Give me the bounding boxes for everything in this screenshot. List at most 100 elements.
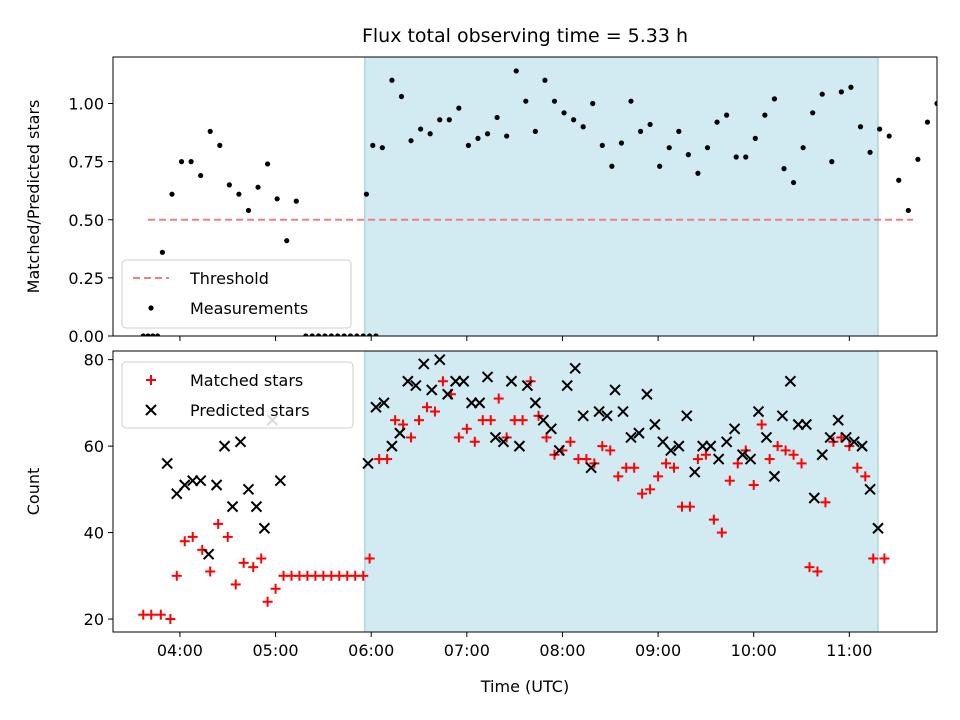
matched-star-point [469,436,480,447]
measurement-point [513,68,519,74]
matched-star-point [146,609,157,620]
matched-star-point [364,553,375,564]
measurement-point [293,198,299,204]
predicted-star-point [720,436,733,448]
measurement-point [236,191,242,197]
matched-star-point [230,579,241,590]
matched-star-point [256,553,267,564]
matched-star-point [879,553,890,564]
matched-star-point [756,419,767,430]
matched-star-point [541,432,552,443]
matched-star-point [155,609,166,620]
measurement-point [781,166,787,172]
x-axis-label: Time (UTC) [480,677,569,696]
matched-star-point [213,518,224,529]
predicted-star-point [179,479,191,491]
predicted-star-point [210,479,223,491]
measurement-point [494,114,500,121]
measurement-point [915,156,921,162]
measurement-point [456,105,462,111]
matched-star-point [692,454,703,465]
observing-span [364,56,879,337]
measurement-point [245,207,252,214]
plot-area [140,68,937,336]
measurement-point [618,140,625,146]
matched-star-point [708,514,719,525]
matched-star-point [804,562,815,573]
predicted-star-point [202,548,215,560]
matched-star-point [248,562,259,573]
legend-matched-swatch [146,375,156,385]
matched-star-point [812,566,823,577]
matched-star-point [661,458,672,469]
measurement-point [810,110,816,116]
measurement-point [155,333,161,336]
matched-star-point [262,596,273,607]
matched-star-point [772,441,783,452]
matched-star-point [429,406,440,417]
predicted-star-point [768,470,781,483]
matched-star-point [868,553,879,564]
measurement-point [886,133,892,139]
predicted-star-point [242,483,255,496]
predicted-star-point [218,440,231,452]
predicted-star-point [760,431,773,444]
measurement-point [303,333,309,336]
measurement-point [714,119,720,125]
predicted-star-point [521,379,534,392]
predicted-star-point [609,384,621,396]
chart-title: Flux total observing time = 5.33 h [362,25,688,47]
predicted-star-point [585,462,597,474]
measurement-point [934,100,937,107]
predicted-star-point [457,375,470,387]
measurement-point [322,333,328,336]
matched-star-point [382,454,393,465]
measurement-point [666,145,672,151]
measurement-point [217,142,223,148]
predicted-star-point [569,362,581,374]
predicted-star-point [410,379,422,392]
observing-span [364,350,879,633]
measurement-point [140,333,146,336]
matched-star-point [836,432,847,443]
predicted-star-point [712,453,725,465]
matched-star-point [852,462,863,473]
measurement-point [790,179,797,186]
predicted-star-point [681,410,693,422]
measurement-point [328,333,334,336]
measurement-point [637,128,644,134]
predicted-star-point [386,440,398,452]
y-tick-label: 0.50 [68,211,104,230]
matched-star-point [732,458,743,469]
measurement-point [370,142,376,148]
x-tick-label: 11:00 [826,641,872,660]
predicted-star-point [633,427,645,439]
measurement-point [752,135,758,141]
legend-label: Threshold [189,269,269,288]
predicted-star-point [545,423,558,435]
predicted-star-point [832,414,844,426]
measurement-point [580,124,586,130]
measurement-point [647,121,653,128]
measurement-point [398,93,405,100]
matched-star-point [187,531,198,542]
measurement-point [532,128,538,134]
matched-star-point [414,415,425,426]
measurement-point [408,138,414,144]
measurement-point [609,163,615,169]
x-tick-label: 04:00 [157,641,203,660]
measurement-point [762,112,768,118]
predicted-star-point [370,401,382,413]
measurement-point [504,133,510,139]
measurement-point [733,154,739,160]
measurement-point [169,191,175,197]
x-tick-label: 07:00 [444,641,490,660]
predicted-star-point [434,353,446,366]
y-tick-label: 0.75 [68,153,104,172]
measurement-point [599,142,605,148]
measurement-point [347,333,354,336]
measurement-point [316,333,322,336]
panel-count: 20 40 60 80 04:00 05:00 06:00 07:00 08:00 09:00 10… [24,350,938,696]
y-tick-label: 0.25 [68,269,104,288]
matched-star-point [165,614,176,625]
